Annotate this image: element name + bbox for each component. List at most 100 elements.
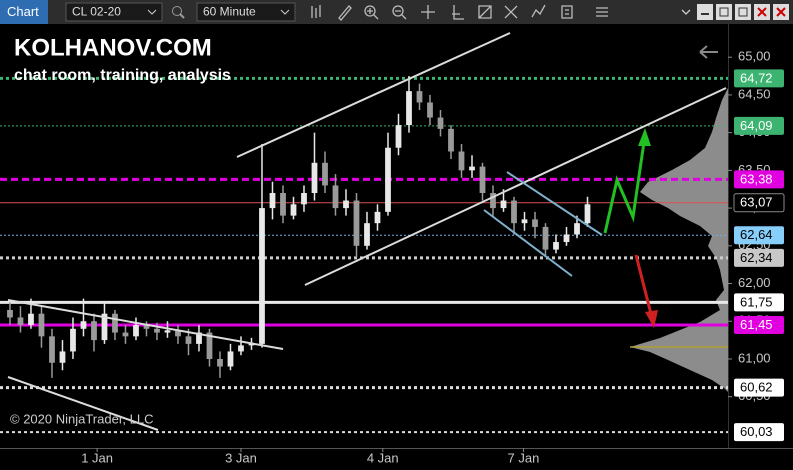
candle-body <box>133 325 139 337</box>
maximize-glyph <box>719 7 729 17</box>
candle-body <box>7 309 13 318</box>
candle-body <box>532 219 538 227</box>
level-label-box <box>734 293 784 312</box>
copyright: © 2020 NinjaTrader, LLC <box>10 411 154 426</box>
level-label: 64,72 <box>740 70 773 85</box>
candle-body <box>280 192 286 216</box>
blue-channel <box>483 171 603 277</box>
volume-profile <box>630 88 728 392</box>
candle-body <box>574 223 580 235</box>
candle-body <box>322 162 328 186</box>
candle-body <box>416 91 423 103</box>
x-tick-label: 1 Jan <box>81 450 113 465</box>
watermark-title: KOLHANOV.COM <box>14 34 212 61</box>
candle-body <box>143 325 150 329</box>
candle-body <box>406 91 412 126</box>
restore-button[interactable] <box>735 4 751 20</box>
search-icon-handle <box>179 13 185 19</box>
maximize-button[interactable] <box>716 4 732 20</box>
candle-body <box>458 151 465 171</box>
watermark-subtitle: chat room, training, analysis <box>14 67 231 84</box>
level-label: 63,38 <box>740 171 773 186</box>
candle-body <box>437 117 444 129</box>
dropdown-caret <box>147 9 157 15</box>
up-arrow <box>603 128 651 234</box>
candle-body <box>154 328 160 333</box>
candle-body <box>248 343 255 346</box>
down-arrow <box>634 254 658 328</box>
x-tick-label: 7 Jan <box>508 450 540 465</box>
candle-body <box>542 226 549 250</box>
y-tick-label: 61,00 <box>738 350 771 365</box>
close-glyph <box>757 7 767 17</box>
level-label: 64,09 <box>740 118 773 133</box>
restore-glyph <box>738 7 748 17</box>
candle-body <box>311 162 318 193</box>
level-label: 61,75 <box>740 294 773 309</box>
candle-body <box>374 211 381 224</box>
candle-body <box>91 321 97 341</box>
instrument-text: CL 02-20 <box>72 5 121 19</box>
toolbar-icons[interactable] <box>311 4 691 21</box>
level-label-box <box>733 193 785 213</box>
level-label: 61,45 <box>740 317 773 332</box>
x-tick-label: 3 Jan <box>225 450 257 465</box>
candle-body <box>553 242 559 250</box>
candle-body <box>353 200 360 246</box>
candle-body <box>70 328 76 352</box>
candle-body <box>584 204 591 224</box>
interval-text: 60 Minute <box>203 5 256 19</box>
chart-tab-label: Chart <box>7 4 39 19</box>
candle-body <box>301 192 307 205</box>
level-label-box <box>734 116 784 135</box>
plot-area <box>0 24 728 448</box>
search-icon[interactable] <box>172 6 182 16</box>
candle-body <box>206 332 213 359</box>
level-label: 63,07 <box>740 195 773 210</box>
candle-body <box>38 313 45 337</box>
candle-body <box>385 147 391 212</box>
minimize-button[interactable] <box>697 4 713 20</box>
instrument-dropdown[interactable] <box>65 2 163 22</box>
candle-body <box>217 358 223 367</box>
candle-body <box>490 192 496 209</box>
candle-body <box>238 345 244 352</box>
candle-body <box>80 321 87 329</box>
level-label: 60,62 <box>740 380 773 395</box>
back-arrow[interactable] <box>699 45 718 59</box>
candle-body <box>185 336 192 344</box>
candle-body <box>196 332 202 344</box>
dropdown-caret <box>280 9 290 15</box>
candle-body <box>448 128 454 152</box>
level-label-box <box>734 170 784 189</box>
interval-dropdown[interactable] <box>196 2 296 22</box>
level-label-box <box>734 378 784 397</box>
candle-body <box>500 200 507 209</box>
y-tick-label: 65,00 <box>738 49 771 64</box>
level-label: 62,64 <box>740 227 773 242</box>
level-label: 62,34 <box>740 250 773 265</box>
candle-body <box>364 223 370 246</box>
candle-body <box>112 313 118 333</box>
candle-body <box>521 219 528 224</box>
candle-body <box>479 166 486 193</box>
y-tick-label: 64,50 <box>738 86 771 101</box>
candle-body <box>227 351 234 367</box>
candle-body <box>122 332 129 337</box>
candle-body <box>427 102 433 118</box>
candle-body <box>269 192 276 209</box>
trend-lines <box>7 32 727 431</box>
minimize-glyph <box>701 13 709 15</box>
candle-body <box>101 313 108 341</box>
level-label-box <box>734 316 784 335</box>
level-label-box <box>734 248 784 267</box>
candle-body <box>175 330 181 337</box>
y-tick-label: 62,00 <box>738 275 771 290</box>
chart-tab[interactable] <box>0 0 48 24</box>
level-label-box <box>734 69 784 88</box>
level-label-box <box>734 423 784 442</box>
candle-body <box>332 185 339 209</box>
candle-body <box>469 166 475 171</box>
candle-body <box>49 336 55 363</box>
